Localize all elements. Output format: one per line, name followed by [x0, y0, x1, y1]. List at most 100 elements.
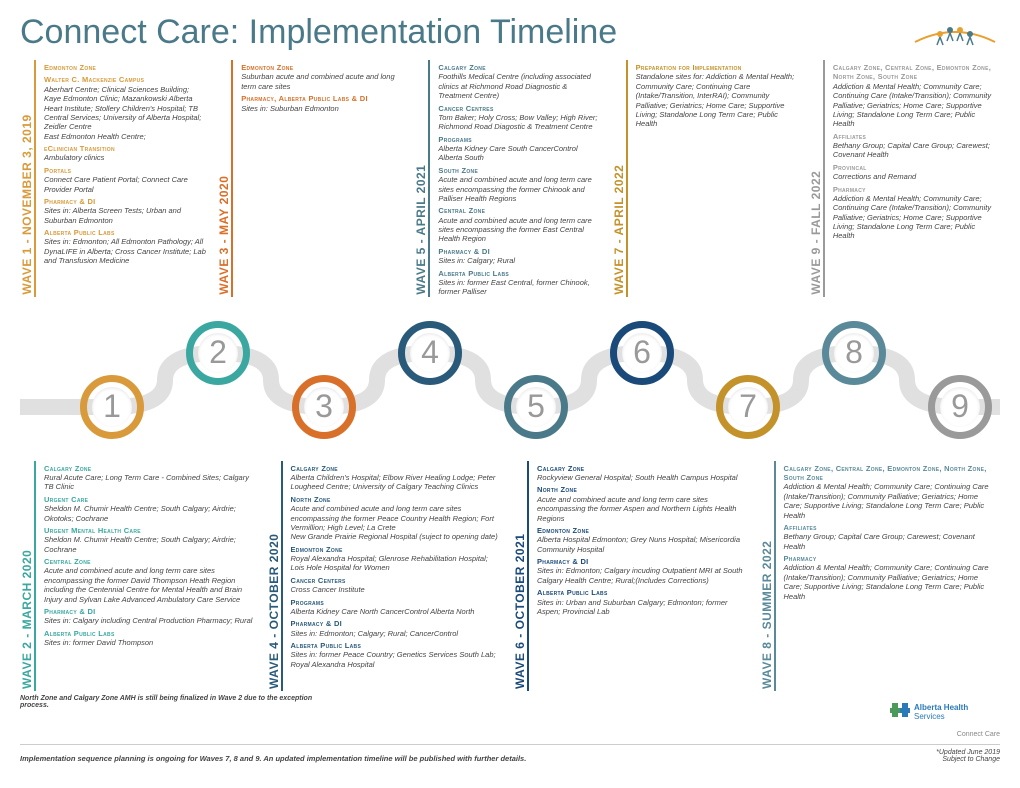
section-head: Urgent Care	[44, 495, 257, 504]
section-body: Cross Cancer Institute	[291, 585, 504, 594]
section-head: Affiliates	[833, 132, 996, 141]
section-body: Alberta Hospital Edmonton; Grey Nuns Hos…	[537, 535, 750, 554]
wave-label: WAVE 8 - SUMMER 2022	[760, 461, 774, 691]
section-body: Sites in: Urban and Suburban Calgary; Ed…	[537, 598, 750, 617]
section-body: Tom Baker; Holy Cross; Bow Valley; High …	[438, 113, 601, 132]
wave-label: WAVE 2 - MARCH 2020	[20, 461, 34, 691]
svg-text:Services: Services	[914, 712, 945, 721]
section-head: Portals	[44, 166, 207, 175]
page-title: Connect Care: Implementation Timeline	[20, 13, 617, 52]
section-head: Alberta Public Labs	[438, 269, 601, 278]
section-head: Alberta Public Labs	[44, 228, 207, 237]
section-body: East Edmonton Health Centre;	[44, 132, 207, 141]
section-body: Sites in: Alberta Screen Tests; Urban an…	[44, 206, 207, 225]
section-head: North Zone	[537, 485, 750, 494]
section-head: Pharmacy & DI	[44, 197, 207, 206]
section-head: Cancer Centres	[438, 104, 601, 113]
wave-label: WAVE 4 - OCTOBER 2020	[267, 461, 281, 691]
section-body: Sheldon M. Chumir Health Centre; South C…	[44, 504, 257, 523]
section-head: Calgary Zone	[44, 464, 257, 473]
timeline: 123456789	[20, 309, 1000, 449]
section-body: Sites in: Edmonton; Calgary; Rural; Canc…	[291, 629, 504, 638]
header: Connect Care: Implementation Timeline	[20, 12, 1000, 52]
wave-circle-8: 8	[822, 321, 886, 385]
connect-care-label: Connect Care	[639, 731, 1001, 738]
wave-label: WAVE 1 - NOVEMBER 3, 2019	[20, 60, 34, 297]
section-head: Calgary Zone	[537, 464, 750, 473]
section-head: eClinician Transition	[44, 144, 207, 153]
section-head: Edmonton Zone	[241, 63, 404, 72]
bottom-waves: WAVE 2 - MARCH 2020Calgary ZoneRural Acu…	[20, 461, 1000, 691]
section-head: Calgary Zone, Central Zone, Edmonton Zon…	[833, 63, 996, 82]
section-body: Bethany Group; Capital Care Group; Carew…	[833, 141, 996, 160]
section-head: Pharmacy & DI	[537, 557, 750, 566]
section-head: South Zone	[438, 166, 601, 175]
section-head: Pharmacy & DI	[291, 619, 504, 628]
section-body: Connect Care Patient Portal; Connect Car…	[44, 175, 207, 194]
wave-label: WAVE 3 - MAY 2020	[217, 60, 231, 297]
section-head: Central Zone	[438, 206, 601, 215]
section-head: Edmonton Zone	[291, 545, 504, 554]
section-body: Sites in: Suburban Edmonton	[241, 104, 404, 113]
section-body: Sites in: former Peace Country; Genetics…	[291, 650, 504, 669]
section-body: Addiction & Mental Health; Community Car…	[833, 194, 996, 241]
wave-circle-3: 3	[292, 375, 356, 439]
svg-text:Alberta Health: Alberta Health	[914, 703, 968, 712]
section-head: Edmonton Zone	[44, 63, 207, 72]
section-body: Aberhart Centre; Clinical Sciences Build…	[44, 85, 207, 132]
ahs-logo-icon: Alberta Health Services	[890, 695, 1000, 725]
wave-circle-2: 2	[186, 321, 250, 385]
section-head: Preparation for Implementation	[636, 63, 799, 72]
section-body: Sites in: Calgary; Rural	[438, 256, 601, 265]
section-head: Alberta Public Labs	[44, 629, 257, 638]
footer: Implementation sequence planning is ongo…	[20, 744, 1000, 763]
wave-label: WAVE 6 - OCTOBER 2021	[513, 461, 527, 691]
section-body: Acute and combined acute and long term c…	[537, 495, 750, 523]
section-head: Urgent Mental Health Care	[44, 526, 257, 535]
section-head: Alberta Public Labs	[537, 588, 750, 597]
section-body: Addiction & Mental Health; Community Car…	[784, 482, 997, 520]
section-body: Sites in: former East Central, former Ch…	[438, 278, 601, 297]
connect-care-logo-icon	[910, 12, 1000, 52]
section-body: Sites in: former David Thompson	[44, 638, 257, 647]
section-head: Programs	[291, 598, 504, 607]
wave-circle-9: 9	[928, 375, 992, 439]
section-head: Walter C. Mackenzie Campus	[44, 75, 207, 84]
wave-circle-1: 1	[80, 375, 144, 439]
section-body: Addiction & Mental Health; Community Car…	[833, 82, 996, 129]
section-head: Affiliates	[784, 523, 997, 532]
section-body: Sites in: Calgary including Central Prod…	[44, 616, 257, 625]
section-body: Standalone sites for: Addiction & Mental…	[636, 72, 799, 128]
wave-circle-5: 5	[504, 375, 568, 439]
section-body: Acute and combined acute and long term c…	[44, 566, 257, 604]
section-head: Cancer Centers	[291, 576, 504, 585]
footer-note: Implementation sequence planning is ongo…	[20, 754, 526, 763]
top-waves: WAVE 1 - NOVEMBER 3, 2019 Edmonton Zone Wa…	[20, 60, 1000, 297]
wave2-note: North Zone and Calgary Zone AMH is still…	[20, 695, 321, 738]
section-body: Sites in: Edmonton; All Edmonton Patholo…	[44, 237, 207, 265]
section-head: Pharmacy & DI	[44, 607, 257, 616]
subject-to-change: Subject to Change	[936, 756, 1000, 763]
wave-label: WAVE 5 - APRIL 2021	[414, 60, 428, 297]
section-body: Bethany Group; Capital Care Group; Carew…	[784, 532, 997, 551]
section-head: Provincal	[833, 163, 996, 172]
section-body: Ambulatory clinics	[44, 153, 207, 162]
section-body: Rural Acute Care; Long Term Care - Combi…	[44, 473, 257, 492]
section-body: Addiction & Mental Health; Community Car…	[784, 563, 997, 601]
section-head: Pharmacy, Alberta Public Labs & DI	[241, 94, 404, 103]
updated-date: *Updated June 2019	[936, 749, 1000, 756]
section-body: Acute and combined acute and long term c…	[438, 175, 601, 203]
section-head: Pharmacy	[784, 554, 997, 563]
section-head: Calgary Zone	[291, 464, 504, 473]
section-head: Calgary Zone, Central Zone, Edmonton Zon…	[784, 464, 997, 483]
section-body: Foothills Medical Centre (including asso…	[438, 72, 601, 100]
section-body: Acute and combined acute and long term c…	[291, 504, 504, 532]
section-body: Alberta Kidney Care North CancerControl …	[291, 607, 504, 616]
section-head: Edmonton Zone	[537, 526, 750, 535]
section-body: Royal Alexandra Hospital; Glenrose Rehab…	[291, 554, 504, 573]
section-body: Suburban acute and combined acute and lo…	[241, 72, 404, 91]
wave-label: WAVE 7 - APRIL 2022	[612, 60, 626, 297]
section-body: Alberta Children's Hospital; Elbow River…	[291, 473, 504, 492]
section-head: Programs	[438, 135, 601, 144]
wave-circle-7: 7	[716, 375, 780, 439]
